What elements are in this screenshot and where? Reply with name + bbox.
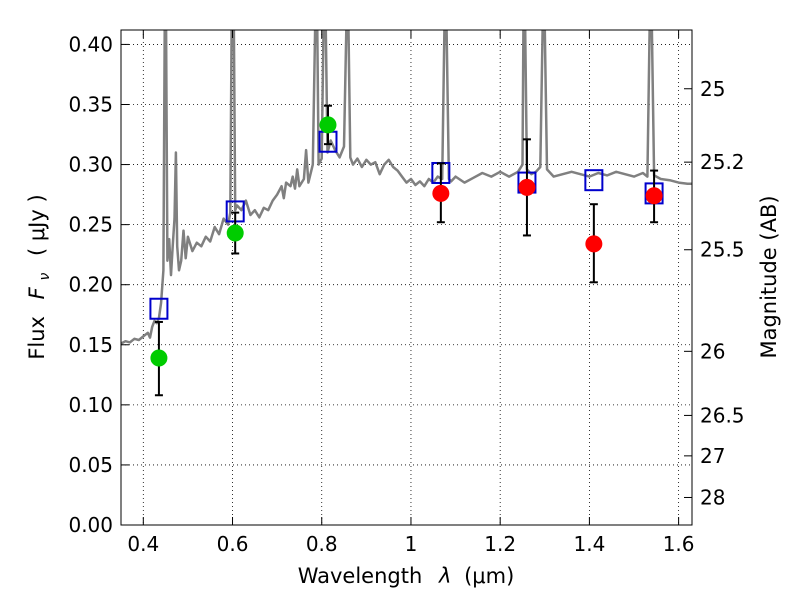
spectrum-line [121, 30, 692, 345]
y-axis-title: Flux F ν ( μJy ) [25, 194, 54, 359]
y-tick-label: 0.15 [68, 333, 113, 357]
y-axis-label-subscript: ν [37, 273, 53, 281]
x-tick-label: 1.6 [663, 532, 695, 556]
y-axis-label-text: Flux [25, 316, 49, 360]
x-tick-label: 0.4 [127, 532, 159, 556]
x-axis-label-unit: (μm) [464, 564, 514, 588]
plot-frame [120, 29, 693, 526]
mag-tick-label: 28 [700, 485, 725, 509]
plot-background [121, 30, 692, 525]
y-tick-label: 0.00 [68, 513, 113, 537]
observed-infrared-point [645, 187, 663, 205]
mag-tick-label: 25.2 [700, 150, 745, 174]
y-axis-label-unit: ( μJy ) [25, 194, 49, 256]
mag-tick-label: 26 [700, 339, 725, 363]
observed-infrared-point [518, 178, 536, 196]
y-tick-label: 0.10 [68, 393, 113, 417]
observed-infrared-point [585, 235, 603, 253]
y-tick-label: 0.35 [68, 92, 113, 116]
y2-axis-title: Magnitude (AB) [757, 195, 781, 358]
y-tick-label: 0.05 [68, 453, 113, 477]
y-tick-label: 0.20 [68, 273, 113, 297]
observed-optical-point [226, 224, 244, 242]
y-tick-label: 0.25 [68, 213, 113, 237]
x-tick-label: 0.8 [306, 532, 338, 556]
mag-tick-label: 25 [700, 77, 725, 101]
axis-ticks: 0.4 0.6 0.8 1 1.2 1.4 1.6 0.00 0.05 0.10 0.15 0.20 0… [68, 30, 745, 556]
x-axis-label-text: Wavelength [298, 564, 423, 588]
mag-tick-label: 25.5 [700, 238, 745, 262]
x-tick-label: 0.6 [217, 532, 249, 556]
mag-tick-label: 27 [700, 444, 725, 468]
observed-optical-point [150, 349, 168, 367]
synthetic-photometry-square [149, 297, 169, 320]
observed-optical-point [319, 116, 337, 134]
y-tick-label: 0.40 [68, 32, 113, 56]
x-tick-label: 1 [405, 532, 418, 556]
mag-tick-label: 26.5 [700, 403, 745, 427]
plot-area [121, 30, 692, 397]
x-tick-label: 1.2 [484, 532, 516, 556]
x-tick-label: 1.4 [573, 532, 605, 556]
y-axis-label-symbol: F [25, 286, 49, 299]
grid-lines [121, 30, 692, 526]
x-axis-label-symbol: λ [438, 564, 451, 588]
synthetic-photometry-square [584, 169, 604, 192]
y-tick-label: 0.30 [68, 153, 113, 177]
observed-infrared-point [432, 184, 450, 202]
x-axis-title: Wavelength λ (μm) [298, 564, 515, 588]
